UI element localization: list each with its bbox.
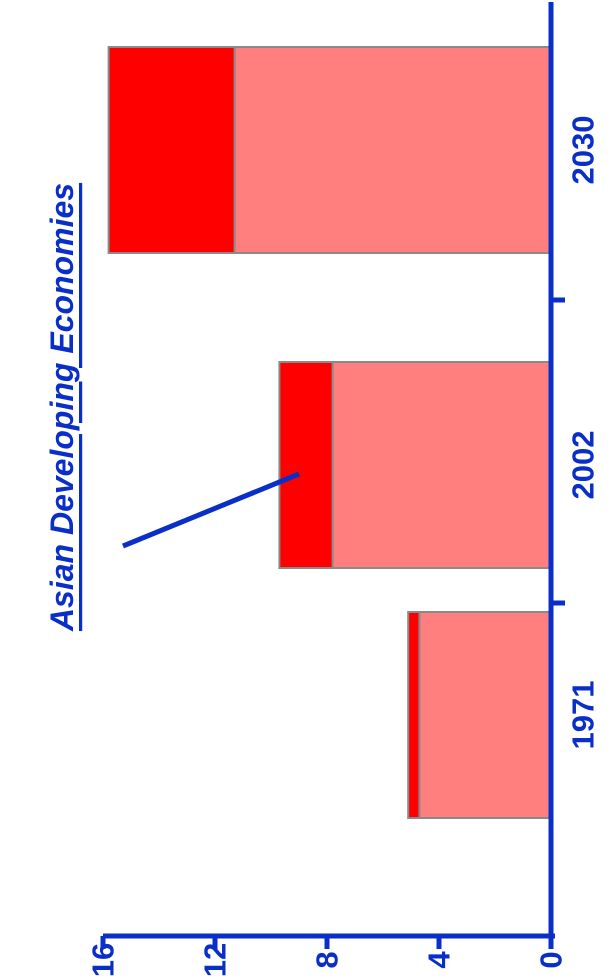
bar-segment-2002-2 [278, 361, 334, 569]
category-ticks [551, 297, 565, 606]
value-tick-labels: 0 4 8 12 16 [86, 943, 569, 977]
bar-segment-2030-2 [107, 46, 236, 254]
category-label-2030: 2030 [566, 116, 601, 185]
category-label-2002: 2002 [566, 431, 601, 500]
annotation-label: Asian Developing Economies [44, 183, 80, 632]
bar-segment-2002-1 [331, 361, 552, 569]
value-tick-label-4: 4 [422, 951, 457, 969]
value-tick-label-8: 8 [310, 951, 345, 968]
annotation-pointer-line [122, 471, 300, 549]
bar-segment-2030-1 [233, 46, 552, 254]
bar-segment-1971-2 [407, 611, 421, 819]
value-tick-label-16: 16 [86, 943, 121, 977]
bar-segment-1971-1 [418, 611, 552, 819]
category-label-1971: 1971 [566, 681, 601, 750]
value-tick-label-12: 12 [198, 943, 233, 977]
value-tick-label-0: 0 [534, 951, 569, 968]
category-labels: 1971 2002 2030 [566, 116, 601, 750]
value-ticks [100, 936, 554, 949]
bars-layer [107, 46, 552, 819]
